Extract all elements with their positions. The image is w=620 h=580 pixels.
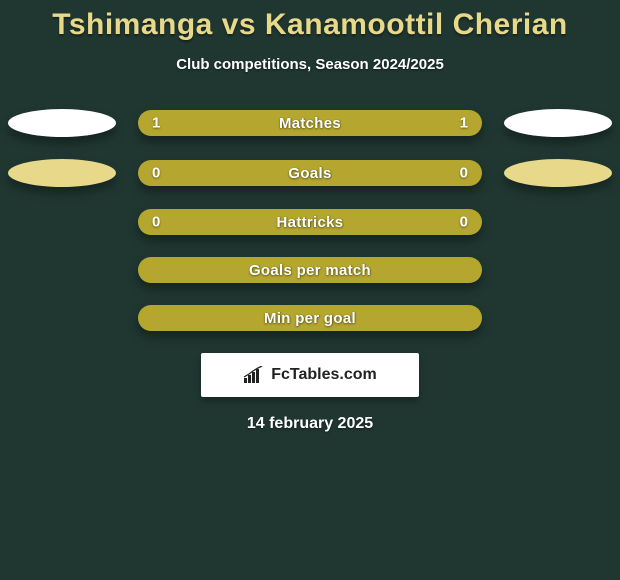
stat-left-value: 0 bbox=[152, 165, 160, 182]
stat-bar: Goals per match bbox=[138, 257, 482, 283]
stat-label: Goals per match bbox=[249, 262, 371, 279]
stat-bar: 0 Hattricks 0 bbox=[138, 209, 482, 235]
stat-row: 0 Hattricks 0 bbox=[0, 209, 620, 235]
player-oval-right bbox=[504, 159, 612, 187]
brand-box: FcTables.com bbox=[201, 353, 419, 397]
stat-right-value: 0 bbox=[460, 165, 468, 182]
stat-rows: 1 Matches 1 0 Goals 0 0 Hattricks 0 Goals per mat… bbox=[0, 109, 620, 331]
stat-label: Hattricks bbox=[277, 214, 344, 231]
stat-left-value: 1 bbox=[152, 115, 160, 132]
stat-label: Min per goal bbox=[264, 310, 356, 327]
stat-bar: 0 Goals 0 bbox=[138, 160, 482, 186]
stat-row: Goals per match bbox=[0, 257, 620, 283]
stat-row: 0 Goals 0 bbox=[0, 159, 620, 187]
stat-row: 1 Matches 1 bbox=[0, 109, 620, 137]
chart-container: Tshimanga vs Kanamoottil Cherian Club co… bbox=[0, 0, 620, 433]
player-oval-right bbox=[504, 109, 612, 137]
stat-bar: Min per goal bbox=[138, 305, 482, 331]
stat-right-value: 0 bbox=[460, 214, 468, 231]
page-title: Tshimanga vs Kanamoottil Cherian bbox=[0, 8, 620, 42]
stat-bar: 1 Matches 1 bbox=[138, 110, 482, 136]
bars-icon bbox=[243, 366, 265, 384]
brand-text: FcTables.com bbox=[271, 366, 377, 384]
date: 14 february 2025 bbox=[0, 415, 620, 433]
player-oval-left bbox=[8, 109, 116, 137]
subtitle: Club competitions, Season 2024/2025 bbox=[0, 56, 620, 73]
stat-right-value: 1 bbox=[460, 115, 468, 132]
player-oval-left bbox=[8, 159, 116, 187]
stat-row: Min per goal bbox=[0, 305, 620, 331]
stat-label: Matches bbox=[279, 115, 341, 132]
stat-left-value: 0 bbox=[152, 214, 160, 231]
stat-label: Goals bbox=[288, 165, 331, 182]
